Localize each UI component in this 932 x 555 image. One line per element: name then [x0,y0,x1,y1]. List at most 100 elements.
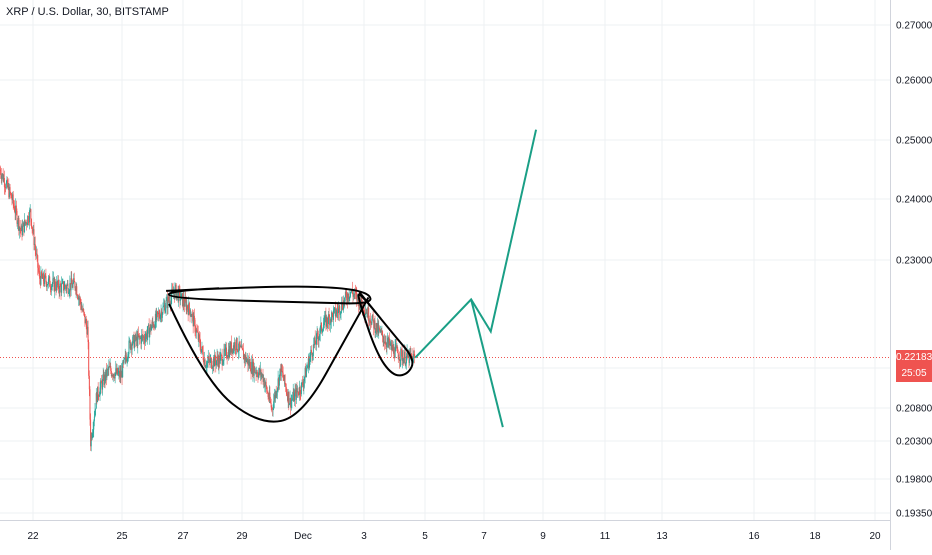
candle-body [375,331,377,333]
candle-137 [85,315,87,330]
candle-46 [28,216,30,226]
candle-body [32,229,34,232]
candle-498 [312,337,314,361]
candle-371 [232,342,234,355]
candle-506 [317,330,319,348]
candle-body [149,324,151,330]
candle-body [339,313,341,315]
candle-236 [147,323,149,328]
candle-297 [186,298,188,315]
candle-body [69,283,71,291]
candle-body [210,357,212,368]
candle-body [310,349,312,355]
candle-body [165,300,167,309]
candle-body [224,348,226,352]
candle-162 [101,380,103,394]
candle-body [282,372,284,378]
candle-body [229,345,231,358]
candle-539 [338,304,340,313]
candle-630 [395,338,397,352]
candle-body [397,347,399,353]
candle-body [336,309,338,312]
candle-body [370,323,372,325]
candle-96 [59,280,61,287]
candle-body [320,322,322,327]
candle-body [159,314,161,320]
candle-body [265,381,267,385]
candle-body [352,293,354,297]
candle-body [130,344,132,349]
candle-228 [142,334,144,345]
candle-621 [390,339,392,346]
candle-body [237,350,239,352]
candle-body [55,288,57,291]
candle-321 [201,341,203,355]
candle-body [155,313,157,320]
candle-366 [229,341,231,356]
candle-body [137,333,139,338]
candle-437 [274,392,276,403]
candle-body [273,395,275,402]
candle-body [338,306,340,309]
candle-body [193,315,195,320]
candle-646 [405,353,407,370]
candle-body [329,316,331,326]
candle-body [309,358,311,368]
candle-body [197,331,199,333]
candle-488 [306,362,308,372]
candle-body [51,283,53,286]
candle-body [254,371,256,373]
candle-body [298,394,300,396]
candle-28 [17,220,19,230]
candle-body [56,281,58,285]
candle-body [403,358,405,364]
candle-body [384,341,386,344]
candle-305 [191,311,193,324]
candle-body [132,336,134,345]
candle-226 [141,334,143,342]
candle-379 [237,343,239,360]
candle-216 [135,331,137,347]
candle-452 [283,374,285,388]
candle-419 [263,374,265,389]
candle-body [212,366,214,368]
candle-body [49,276,51,287]
candle-323 [202,345,204,363]
candle-250 [156,310,158,318]
candle-347 [217,354,219,371]
candle-body [326,316,328,323]
candle-body [56,281,58,291]
candle-body [81,308,83,311]
candle-body [145,333,147,338]
candle-639 [401,344,403,366]
candle-464 [291,395,293,409]
candle-body [269,392,271,401]
candle-body [348,297,350,300]
candle-338 [212,365,214,374]
candle-body [169,300,171,304]
candle-body [348,293,350,300]
candle-body [230,342,232,353]
candle-body [87,326,89,343]
candle-215 [134,333,136,342]
candle-body [47,284,49,286]
candle-204 [127,351,129,362]
candle-body [38,270,40,273]
candle-441 [276,387,278,400]
candle-body [387,337,389,344]
candle-body [99,387,101,396]
candle-body [112,374,114,377]
candle-body [414,354,416,358]
candle-637 [400,346,402,367]
candle-332 [208,355,210,368]
candle-body [186,305,188,309]
candle-body [299,386,301,394]
candle-body [234,342,236,349]
candle-601 [377,318,379,336]
candle-body [296,388,298,393]
candle-404 [253,362,255,383]
candle-body [280,364,282,377]
candle-61 [37,262,39,274]
candle-107 [66,279,68,286]
